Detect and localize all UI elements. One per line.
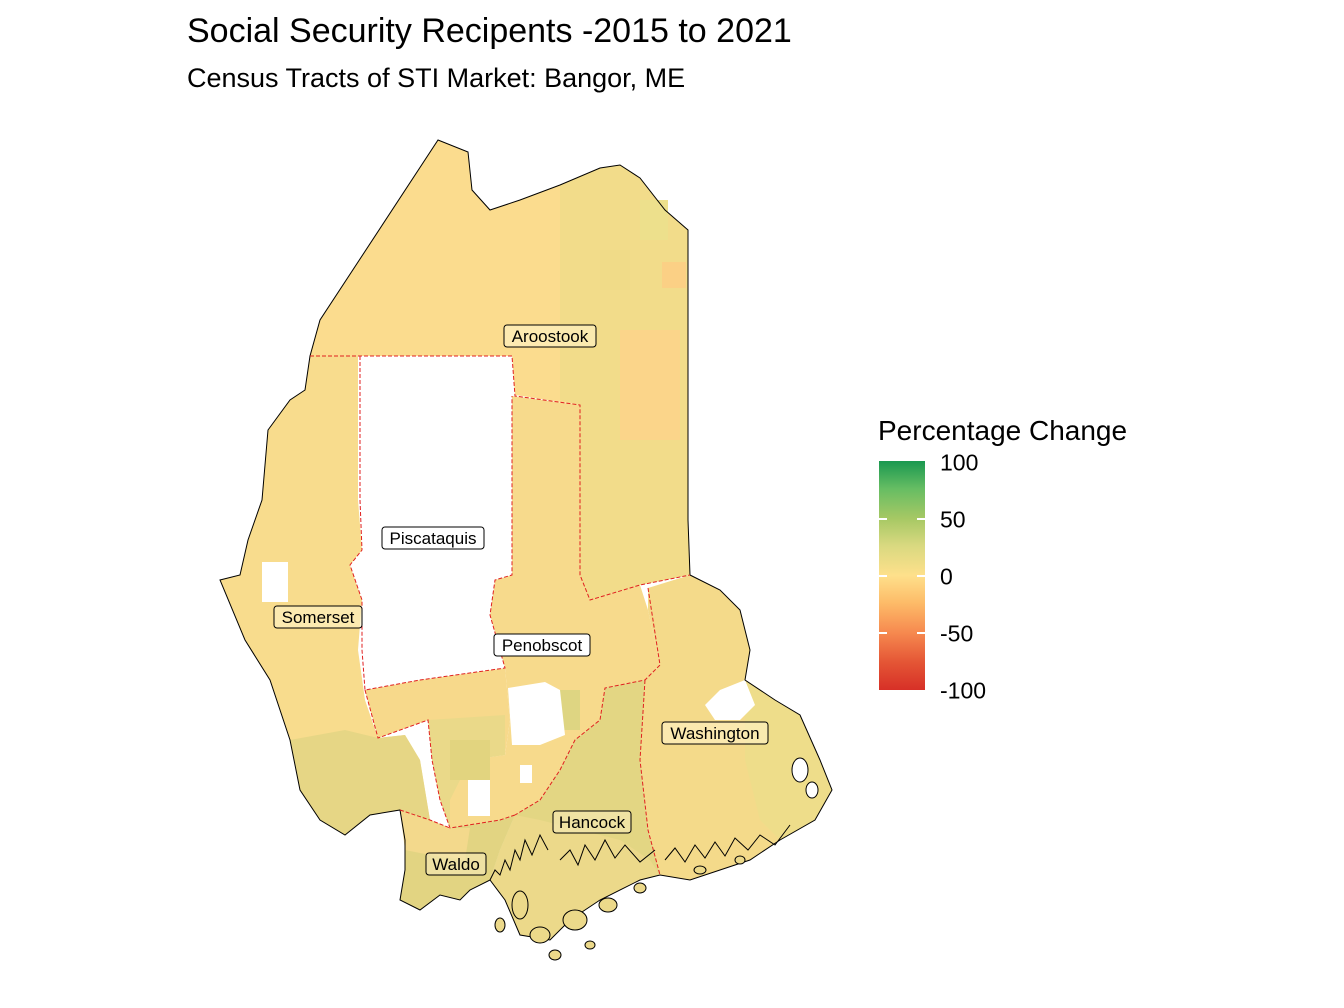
legend-label-minus-50: -50 [940, 620, 974, 647]
legend-tick-minus-50 [879, 632, 887, 634]
label-waldo: Waldo [425, 852, 487, 876]
island [693, 865, 707, 875]
hancock-south-tracts [490, 815, 660, 940]
county-labels: Aroostook Piscataquis Somerset Penobscot… [273, 324, 769, 876]
island [548, 949, 562, 961]
waldo-north-tracts [400, 810, 470, 860]
island [791, 757, 809, 783]
legend-label-100: 100 [940, 449, 979, 476]
washington-east-tracts [745, 680, 832, 840]
legend-tick-50 [879, 518, 887, 520]
legend-label-0: 0 [940, 563, 953, 590]
label-aroostook: Aroostook [503, 324, 597, 348]
island [494, 917, 506, 933]
island [562, 909, 588, 931]
island [734, 855, 746, 865]
legend-tick-minus-50-right [917, 632, 925, 634]
penobscot-blank-c [520, 765, 532, 783]
boundary-waldo-north [399, 809, 451, 829]
legend-tick-0 [879, 575, 887, 577]
coastline-detail [489, 824, 791, 881]
legend-label-minus-100: -100 [940, 677, 987, 704]
boundary-penobscot-east [514, 587, 661, 816]
region-fill [220, 140, 832, 940]
coastal-islands [494, 757, 819, 961]
county-somerset [220, 356, 430, 835]
label-aroostook-text: Aroostook [512, 327, 589, 346]
somerset-south-tracts [290, 730, 430, 835]
aroostook-tract-b [662, 262, 686, 288]
label-washington-text: Washington [670, 724, 759, 743]
county-penobscot [428, 396, 660, 828]
label-penobscot: Penobscot [493, 633, 591, 657]
coastline-penobscot-bay [489, 833, 549, 881]
penobscot-blank-b [468, 780, 490, 816]
map-subtitle: Census Tracts of STI Market: Bangor, ME [187, 63, 686, 93]
aroostook-tract-a [620, 330, 680, 440]
label-waldo-text: Waldo [432, 855, 480, 874]
label-piscataquis-text: Piscataquis [390, 529, 477, 548]
county-piscataquis-blank [350, 356, 512, 690]
county-boundaries [310, 355, 691, 876]
boundary-somerset-south [364, 689, 516, 829]
island [598, 897, 618, 913]
island [805, 781, 819, 799]
label-hancock: Hancock [552, 810, 632, 834]
label-somerset: Somerset [273, 605, 363, 629]
penobscot-blank-tracts [508, 682, 565, 745]
island [511, 890, 529, 920]
label-piscataquis: Piscataquis [381, 526, 485, 550]
legend-tick-0-right [917, 575, 925, 577]
coastline-hancock [559, 838, 656, 867]
somerset-blank-tract [262, 562, 288, 602]
legend-label-50: 50 [940, 506, 966, 533]
island [633, 882, 647, 894]
washington-blank [705, 680, 755, 720]
penobscot-tract-a [450, 740, 490, 780]
label-penobscot-text: Penobscot [502, 636, 583, 655]
label-somerset-text: Somerset [282, 608, 355, 627]
coastline-washington [664, 824, 791, 863]
boundary-aroostook-south [310, 355, 691, 601]
aroostook-tract-c [640, 200, 668, 240]
legend-title: Percentage Change [878, 415, 1128, 446]
aroostook-tract-d [600, 250, 630, 290]
island [529, 926, 551, 944]
label-washington: Washington [661, 721, 769, 745]
map-title: Social Security Recipents -2015 to 2021 [187, 12, 792, 50]
boundary-hancock-washington [639, 679, 661, 876]
label-hancock-text: Hancock [559, 813, 626, 832]
island [584, 940, 596, 950]
legend-tick-50-right [917, 518, 925, 520]
boundary-piscataquis [349, 356, 513, 691]
